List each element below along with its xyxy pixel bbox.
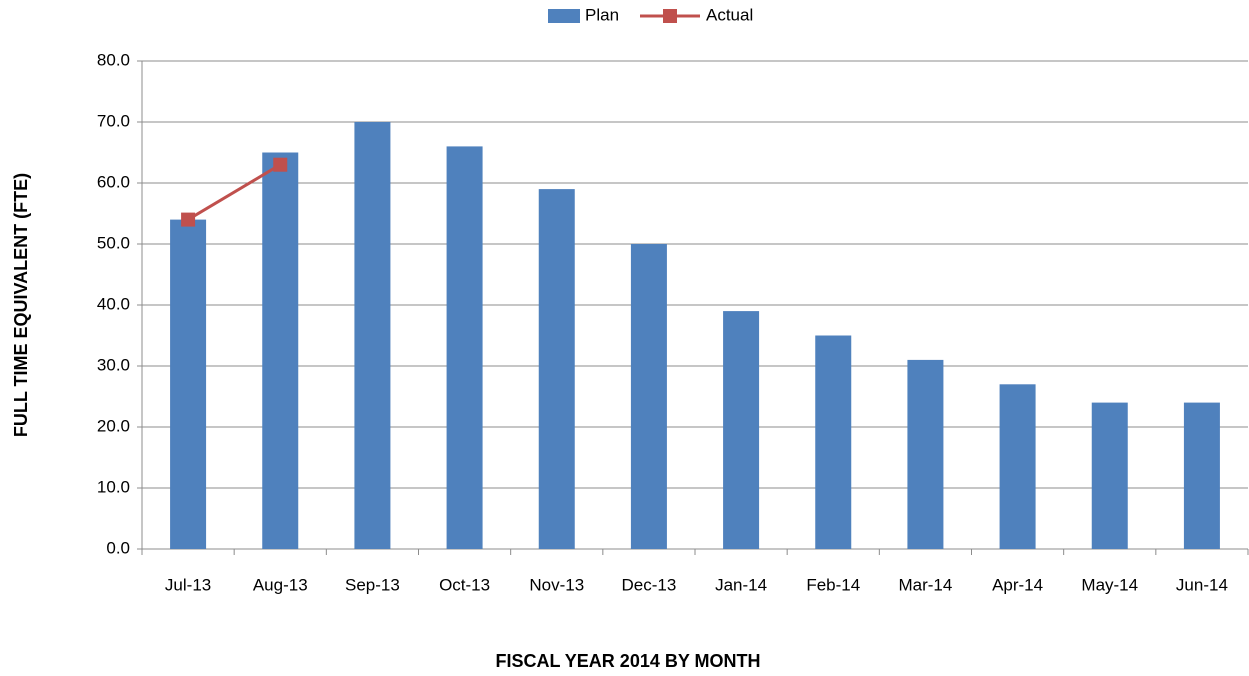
y-tick-label: 0.0 [106,538,130,557]
bar [815,335,852,549]
bar [630,244,667,549]
y-tick-label: 40.0 [97,294,130,313]
y-tick-label: 80.0 [97,50,130,69]
x-tick-label: Oct-13 [439,575,490,594]
x-tick-label: Apr-14 [992,575,1043,594]
x-tick-label: Dec-13 [622,575,677,594]
x-tick-label: Feb-14 [806,575,860,594]
bar [723,311,760,549]
bar [354,122,391,549]
legend-swatch-marker [663,9,677,23]
line-marker [181,212,196,227]
y-axis-title: FULL TIME EQUIVALENT (FTE) [11,173,31,437]
x-tick-label: Jun-14 [1176,575,1228,594]
y-tick-label: 60.0 [97,172,130,191]
y-tick-label: 50.0 [97,233,130,252]
bar [538,189,575,549]
y-tick-label: 10.0 [97,477,130,496]
bar [1091,402,1128,549]
bar [170,219,207,549]
x-tick-label: Mar-14 [898,575,952,594]
bar [907,359,944,549]
x-tick-label: Jan-14 [715,575,767,594]
x-tick-label: Nov-13 [529,575,584,594]
legend-label: Plan [585,5,619,24]
x-tick-label: Jul-13 [165,575,211,594]
x-tick-label: Aug-13 [253,575,308,594]
y-tick-label: 20.0 [97,416,130,435]
x-tick-label: Sep-13 [345,575,400,594]
legend-label: Actual [706,5,753,24]
bar [999,384,1036,549]
x-tick-label: May-14 [1081,575,1138,594]
y-tick-label: 30.0 [97,355,130,374]
bar [446,146,483,549]
x-axis-title: FISCAL YEAR 2014 BY MONTH [495,651,760,671]
line [187,163,282,221]
legend-swatch [548,9,580,23]
line-marker [273,157,288,172]
bar [262,152,299,549]
y-tick-label: 70.0 [97,111,130,130]
bar [1183,402,1220,549]
